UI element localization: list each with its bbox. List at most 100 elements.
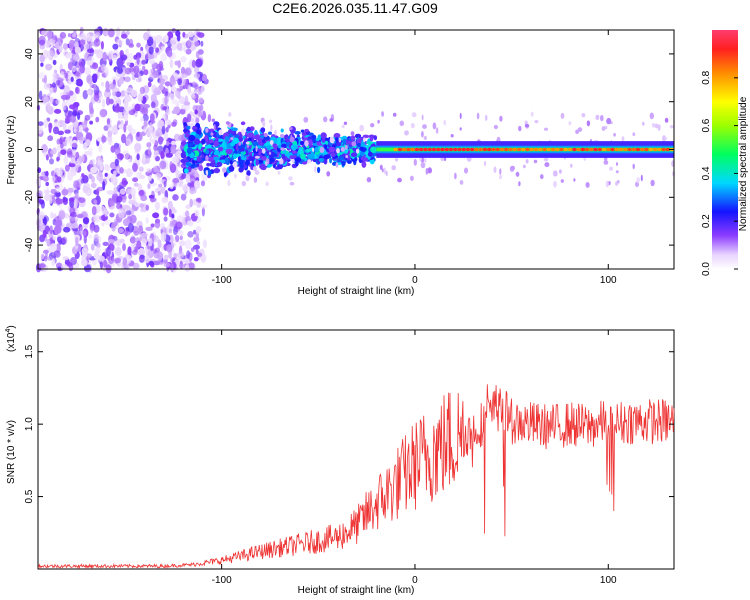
faint-cell: [636, 177, 640, 183]
noise-cell: [44, 74, 47, 85]
y-tick-label: -20: [24, 190, 35, 205]
noise-cell: [176, 42, 183, 51]
faint-cell: [252, 166, 257, 171]
carrier-peak: [414, 147, 420, 152]
faint-cell: [499, 168, 502, 175]
noise-cell: [70, 76, 74, 82]
noise-cell: [104, 66, 109, 77]
noise-cell: [115, 91, 122, 98]
transition-cell: [224, 136, 230, 143]
noise-cell: [90, 182, 97, 189]
transition-cell: [206, 162, 211, 167]
noise-cell: [191, 59, 196, 68]
noise-cell: [83, 264, 92, 273]
transition-cell: [268, 131, 272, 135]
transition-cell: [229, 160, 233, 165]
faint-cell: [427, 167, 433, 174]
faint-cell: [605, 125, 608, 130]
faint-cell: [326, 171, 331, 177]
noise-cell: [88, 234, 93, 239]
transition-cell: [341, 161, 346, 166]
noise-cell: [61, 100, 67, 111]
noise-cell: [90, 166, 98, 174]
noise-cell: [138, 254, 145, 263]
noise-cell: [73, 198, 78, 208]
colorbar-label: Normalized spectral amplitude: [738, 96, 749, 231]
noise-cell: [75, 236, 79, 247]
noise-cell: [128, 109, 136, 116]
faint-cell: [395, 158, 399, 162]
noise-cell: [44, 40, 51, 49]
noise-cell: [103, 125, 109, 131]
noise-cell: [81, 251, 88, 258]
faint-cell: [510, 165, 515, 171]
noise-cell: [59, 32, 67, 39]
noise-cell: [108, 200, 116, 206]
noise-cell: [152, 212, 160, 219]
noise-cell: [155, 127, 163, 137]
transition-cell: [231, 127, 238, 132]
carrier-peak: [584, 147, 590, 152]
carrier-peak: [593, 147, 598, 152]
noise-cell: [68, 197, 75, 203]
faint-cell: [200, 180, 206, 187]
transition-cell: [234, 134, 240, 138]
noise-cell: [109, 98, 114, 105]
transition-cell: [277, 163, 283, 170]
transition-cell: [294, 131, 301, 135]
transition-cell: [268, 158, 275, 163]
noise-cell: [79, 226, 84, 235]
faint-cell: [568, 121, 572, 126]
noise-cell: [163, 131, 169, 141]
colorbar-tick-label: 0.0: [701, 262, 712, 276]
noise-cell: [66, 115, 70, 124]
noise-cell: [189, 175, 197, 184]
noise-cell: [80, 178, 85, 184]
noise-cell: [109, 212, 115, 218]
transition-cell: [191, 163, 196, 169]
noise-cell: [47, 135, 54, 142]
faint-cell: [329, 118, 334, 122]
noise-cell: [143, 120, 148, 128]
colorbar-tick-label: 0.2: [701, 214, 712, 228]
noise-cell: [88, 101, 94, 112]
noise-cell: [113, 186, 117, 194]
faint-cell: [651, 122, 656, 128]
noise-cell: [74, 192, 79, 200]
noise-cell: [165, 126, 169, 133]
noise-cell: [91, 205, 97, 216]
faint-cell: [363, 137, 366, 143]
noise-cell: [133, 230, 140, 236]
noise-cell: [141, 106, 149, 116]
faint-cell: [615, 170, 619, 174]
carrier-peak: [661, 147, 666, 152]
noise-cell: [100, 81, 105, 87]
transition-cell: [273, 143, 278, 150]
noise-cell: [172, 177, 180, 184]
noise-cell: [184, 67, 192, 76]
noise-cell: [112, 89, 115, 97]
transition-cell: [366, 141, 374, 145]
transition-cell: [253, 153, 258, 157]
colorbar-tick-label: 0.6: [701, 118, 712, 132]
noise-cell: [74, 46, 81, 54]
noise-cell: [181, 73, 188, 78]
noise-cell: [171, 86, 177, 93]
faint-cell: [524, 123, 530, 128]
faint-cell: [241, 128, 245, 136]
noise-cell: [145, 217, 149, 224]
noise-cell: [114, 221, 118, 227]
noise-cell: [160, 150, 165, 160]
snr-x-ticks: -100 0 100: [212, 330, 617, 586]
noise-cell: [148, 46, 154, 55]
y-tick-label: 1.0: [24, 417, 35, 431]
noise-cell: [175, 257, 179, 265]
noise-cell: [193, 244, 200, 250]
noise-cell: [104, 207, 108, 218]
noise-cell: [71, 65, 77, 73]
faint-cell: [421, 131, 424, 138]
carrier-peak: [525, 147, 530, 152]
faint-cell: [245, 141, 250, 145]
noise-cell: [89, 159, 94, 168]
transition-cell: [232, 153, 237, 160]
